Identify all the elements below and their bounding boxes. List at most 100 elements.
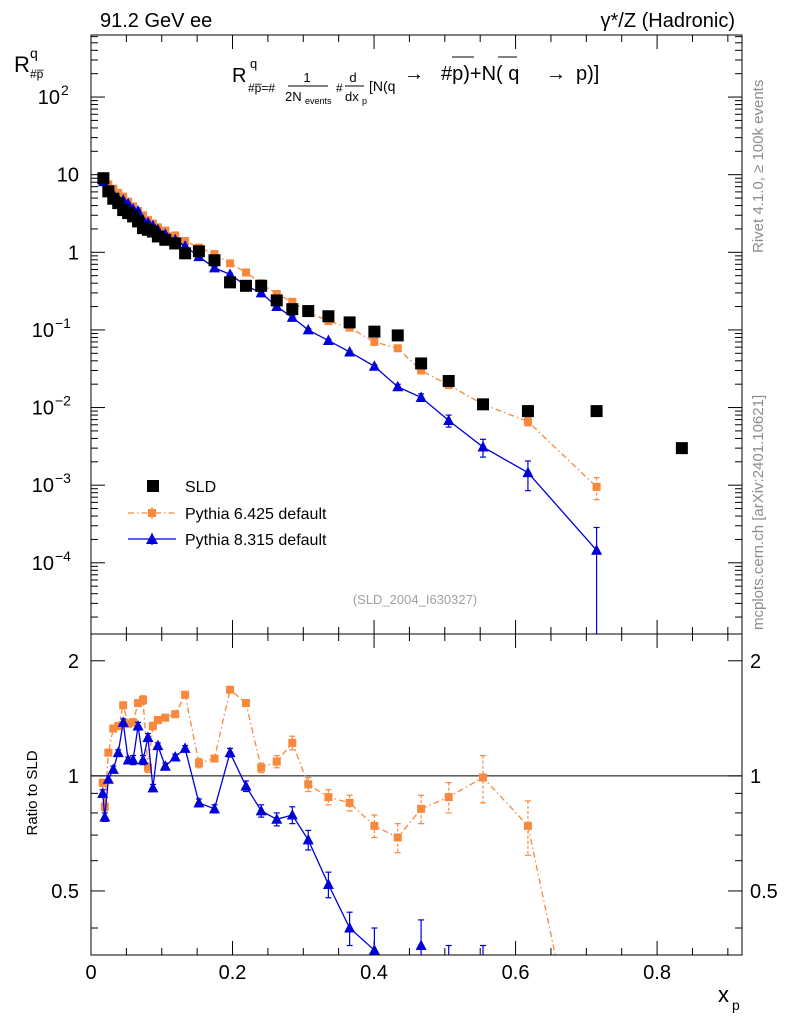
ratio-py6-line — [102, 688, 556, 956]
main-py8-point — [208, 261, 220, 273]
main-sld-point — [302, 305, 315, 318]
ratio-py6-point — [479, 773, 488, 782]
main-y-tick-label: 10 — [32, 320, 54, 342]
ratio-py8-point — [107, 763, 119, 774]
ratio-py6-point — [444, 793, 453, 802]
main-y-tick-label: 10 — [32, 475, 54, 497]
title-r: R — [232, 65, 246, 87]
ratio-py6-point — [257, 763, 266, 772]
ratio-y-tick-label: 1 — [68, 766, 79, 788]
ratio-py8-point — [127, 754, 139, 765]
main-y-tick-label: 1 — [68, 242, 79, 264]
ratio-py6-point — [148, 722, 157, 731]
main-sld-point — [239, 279, 252, 292]
energy-label: 91.2 GeV ee — [100, 10, 212, 32]
ratio-py6-point — [241, 699, 250, 708]
title-bracket: [N(q — [369, 78, 395, 94]
ratio-py8-point — [117, 716, 129, 727]
main-sld-point — [590, 405, 603, 418]
ratio-py6-point — [370, 821, 379, 830]
ratio-py6-point — [272, 757, 281, 766]
ratio-py8-point — [132, 720, 144, 731]
ratio-py8-point — [147, 781, 159, 793]
ratio-py6-point — [109, 724, 118, 733]
y-label-sub: #p̅ — [30, 67, 44, 81]
legend-py6-label: Pythia 6.425 default — [185, 506, 327, 523]
legend-sld-label: SLD — [185, 479, 216, 496]
ratio-py6-point — [304, 780, 313, 789]
title-frac1-num: 1 — [303, 70, 310, 85]
main-py8-point — [443, 414, 455, 426]
main-py8-point — [224, 268, 236, 279]
ratio-panel: 2 21 10.5 0.5 0 0.2 0.4 0.6 0.8 Ratio to SLD x … — [24, 633, 778, 1013]
ratio-py8-point — [286, 809, 298, 820]
main-sld-point — [255, 279, 268, 292]
x-tick-label: 0 — [85, 962, 96, 984]
main-y-tick-exponent: 2 — [61, 82, 69, 98]
ratio-py6-point — [124, 719, 133, 728]
ratio-py8-point — [193, 796, 205, 808]
ratio-py6-point — [171, 710, 180, 719]
main-py6-point — [370, 337, 379, 346]
main-sld-point — [179, 247, 192, 260]
ratio-py6-point — [161, 713, 170, 722]
main-sld-point — [286, 303, 299, 316]
main-py8-point — [322, 334, 334, 346]
main-py8-point — [302, 323, 314, 335]
ratio-py8-point — [208, 802, 220, 814]
ratio-py6-point — [226, 685, 235, 694]
ratio-py6-point — [194, 759, 203, 768]
title-frac2-num: d — [349, 70, 356, 85]
main-sld-point — [521, 405, 534, 418]
legend-py8-marker — [146, 533, 158, 544]
ratio-py8-point — [169, 751, 181, 762]
main-sld-point — [343, 316, 356, 329]
ratio-py8-point — [368, 944, 380, 955]
ratio-py8-point — [224, 746, 236, 758]
legend-sld-marker — [147, 480, 159, 492]
ratio-py6-point — [523, 821, 532, 830]
main-py6-point — [393, 344, 402, 353]
x-tick-label: 0.8 — [643, 962, 671, 984]
main-py8-point — [415, 391, 427, 402]
main-sld-series — [97, 172, 688, 455]
ratio-py8-point — [152, 739, 164, 751]
rivet-label: Rivet 4.1.0, ≥ 100k events — [750, 80, 767, 253]
title-arrow2: → — [546, 63, 566, 85]
ratio-py8-line — [102, 722, 377, 956]
ratio-py6-point — [139, 695, 148, 704]
main-py8-point — [477, 441, 489, 452]
title-hash: # — [336, 81, 343, 95]
ratio-x-axis: 0 0.2 0.4 0.6 0.8 — [85, 634, 729, 984]
legend-py6-marker — [148, 509, 156, 517]
main-y-tick-exponent: −4 — [55, 548, 71, 564]
ratio-py8-point — [112, 746, 124, 758]
main-py8-point — [522, 466, 534, 478]
ratio-py6-point — [98, 778, 107, 787]
ratio-py8-point — [240, 780, 252, 791]
ratio-series-group — [97, 685, 556, 956]
main-y-tick-exponent: −2 — [55, 393, 71, 409]
ratio-py8-point — [255, 804, 267, 816]
process-label: γ*/Z (Hadronic) — [601, 10, 735, 32]
y-label-sup: q — [30, 45, 38, 61]
ratio-py8-series — [97, 716, 487, 956]
main-py8-point — [392, 380, 404, 392]
ratio-py8-point — [271, 813, 283, 824]
title-frac1-den: 2N — [285, 89, 302, 104]
main-sld-point — [442, 374, 455, 387]
ratio-py8-point — [415, 939, 427, 951]
main-sld-point — [97, 172, 110, 185]
title-part-a: #p)+N( q — [441, 63, 519, 85]
ratio-py6-point — [345, 798, 354, 807]
main-y-tick-label: 10 — [38, 87, 60, 109]
ratio-py6-point — [129, 718, 138, 727]
main-y-label: R q #p̅ — [14, 45, 44, 81]
ratio-py6-point — [181, 690, 190, 699]
main-py6-point — [241, 268, 250, 277]
ratio-y-tick-label: 2 — [68, 651, 79, 673]
ratio-py8-point — [179, 742, 191, 753]
title-part-b: p)] — [576, 63, 599, 85]
